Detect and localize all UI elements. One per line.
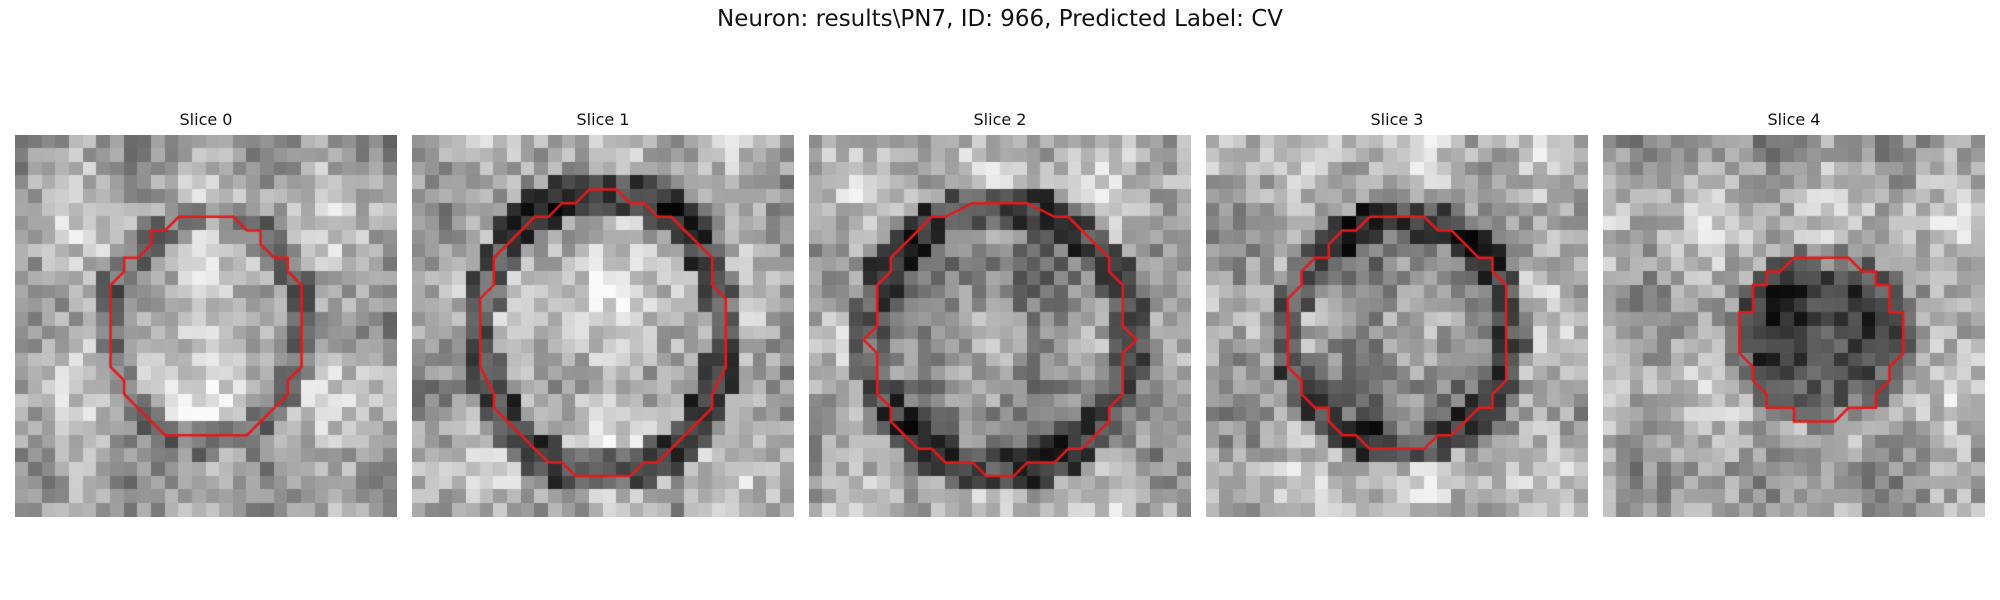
slice-image	[809, 135, 1191, 517]
slice-image	[1603, 135, 1985, 517]
slice-title: Slice 4	[1603, 110, 1985, 129]
slice-title: Slice 3	[1206, 110, 1588, 129]
figure-title: Neuron: results\PN7, ID: 966, Predicted …	[0, 6, 2000, 32]
slice-panel-3: Slice 3	[1206, 110, 1588, 520]
slice-panel-0: Slice 0	[15, 110, 397, 520]
slice-title: Slice 0	[15, 110, 397, 129]
slice-image	[1206, 135, 1588, 517]
slice-panel-4: Slice 4	[1603, 110, 1985, 520]
slice-title: Slice 1	[412, 110, 794, 129]
slice-image	[15, 135, 397, 517]
slice-title: Slice 2	[809, 110, 1191, 129]
slice-image	[412, 135, 794, 517]
slice-panel-2: Slice 2	[809, 110, 1191, 520]
slice-panels: Slice 0 Slice 1 Slice 2 Slice 3 Slice 4	[15, 110, 1985, 520]
slice-panel-1: Slice 1	[412, 110, 794, 520]
